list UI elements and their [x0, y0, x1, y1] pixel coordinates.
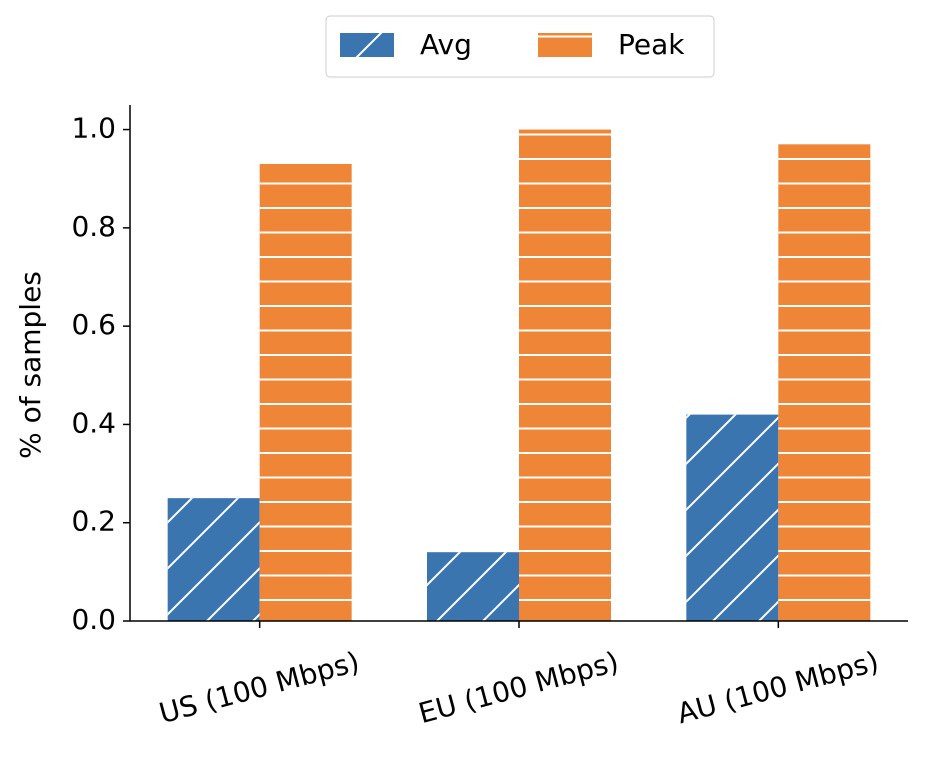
y-tick-label: 0.0 — [71, 603, 116, 636]
x-tick-label: AU (100 Mbps) — [674, 645, 883, 730]
y-axis-label: % of samples — [14, 271, 47, 459]
bar-hatch — [427, 552, 519, 621]
bar-hatch — [259, 163, 352, 621]
legend-label: Peak — [618, 28, 685, 61]
bar-hatch — [167, 498, 260, 621]
legend-swatch-hatch — [340, 33, 394, 57]
x-tick-label: EU (100 Mbps) — [415, 645, 622, 730]
y-tick-label: 0.2 — [71, 505, 116, 538]
y-tick-label: 0.6 — [71, 308, 116, 341]
y-tick-label: 1.0 — [71, 112, 116, 145]
bar-hatch — [686, 414, 779, 621]
legend-swatch-hatch — [538, 33, 592, 57]
x-tick-label: US (100 Mbps) — [156, 645, 363, 730]
legend — [325, 15, 715, 78]
bar-hatch — [778, 144, 871, 622]
y-tick-label: 0.8 — [71, 210, 116, 243]
legend-label: Avg — [420, 28, 472, 61]
y-tick-label: 0.4 — [71, 406, 116, 439]
bar-hatch — [519, 129, 611, 622]
